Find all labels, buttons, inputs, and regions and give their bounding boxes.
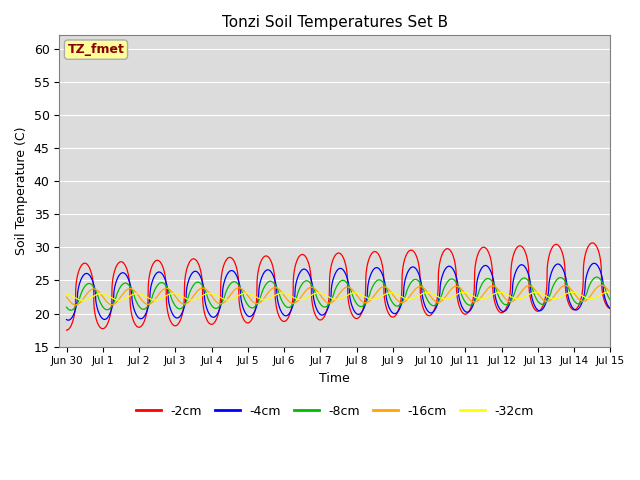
-32cm [183, 296, 191, 302]
-8cm [559, 276, 567, 282]
Line: -32cm: -32cm [67, 292, 640, 300]
-4cm [65, 317, 72, 323]
-2cm [545, 256, 552, 262]
-2cm [559, 254, 567, 260]
-16cm [516, 290, 524, 296]
-4cm [410, 264, 417, 270]
-16cm [63, 294, 70, 300]
-32cm [410, 296, 417, 301]
-32cm [545, 294, 552, 300]
-8cm [410, 277, 417, 283]
-8cm [629, 274, 637, 279]
Line: -8cm: -8cm [67, 276, 640, 310]
-8cm [378, 279, 386, 285]
Line: -16cm: -16cm [67, 285, 640, 305]
-16cm [183, 300, 191, 306]
-4cm [63, 317, 70, 323]
Legend: -2cm, -4cm, -8cm, -16cm, -32cm: -2cm, -4cm, -8cm, -16cm, -32cm [131, 400, 539, 423]
-8cm [516, 278, 524, 284]
-8cm [67, 307, 75, 313]
-4cm [183, 284, 191, 290]
-16cm [634, 282, 640, 288]
-32cm [63, 291, 70, 297]
-4cm [545, 289, 552, 295]
X-axis label: Time: Time [319, 372, 350, 385]
-16cm [410, 288, 417, 294]
-32cm [378, 293, 386, 299]
Y-axis label: Soil Temperature (C): Soil Temperature (C) [15, 127, 28, 255]
-8cm [183, 298, 191, 303]
-4cm [378, 272, 386, 277]
-32cm [559, 292, 567, 298]
-16cm [545, 299, 552, 304]
-32cm [516, 296, 524, 301]
-16cm [378, 284, 386, 290]
-2cm [63, 327, 70, 333]
Text: TZ_fmet: TZ_fmet [68, 43, 124, 56]
-4cm [516, 263, 524, 268]
-8cm [63, 304, 70, 310]
Line: -4cm: -4cm [67, 263, 640, 320]
-2cm [516, 243, 524, 249]
Line: -2cm: -2cm [67, 241, 640, 330]
-4cm [559, 267, 567, 273]
-16cm [559, 283, 567, 288]
-2cm [378, 262, 386, 268]
Title: Tonzi Soil Temperatures Set B: Tonzi Soil Temperatures Set B [222, 15, 448, 30]
-2cm [183, 266, 191, 272]
-2cm [410, 248, 417, 254]
-16cm [72, 302, 79, 308]
-8cm [545, 295, 552, 301]
-2cm [625, 239, 632, 244]
-32cm [79, 298, 86, 303]
-4cm [627, 260, 634, 265]
